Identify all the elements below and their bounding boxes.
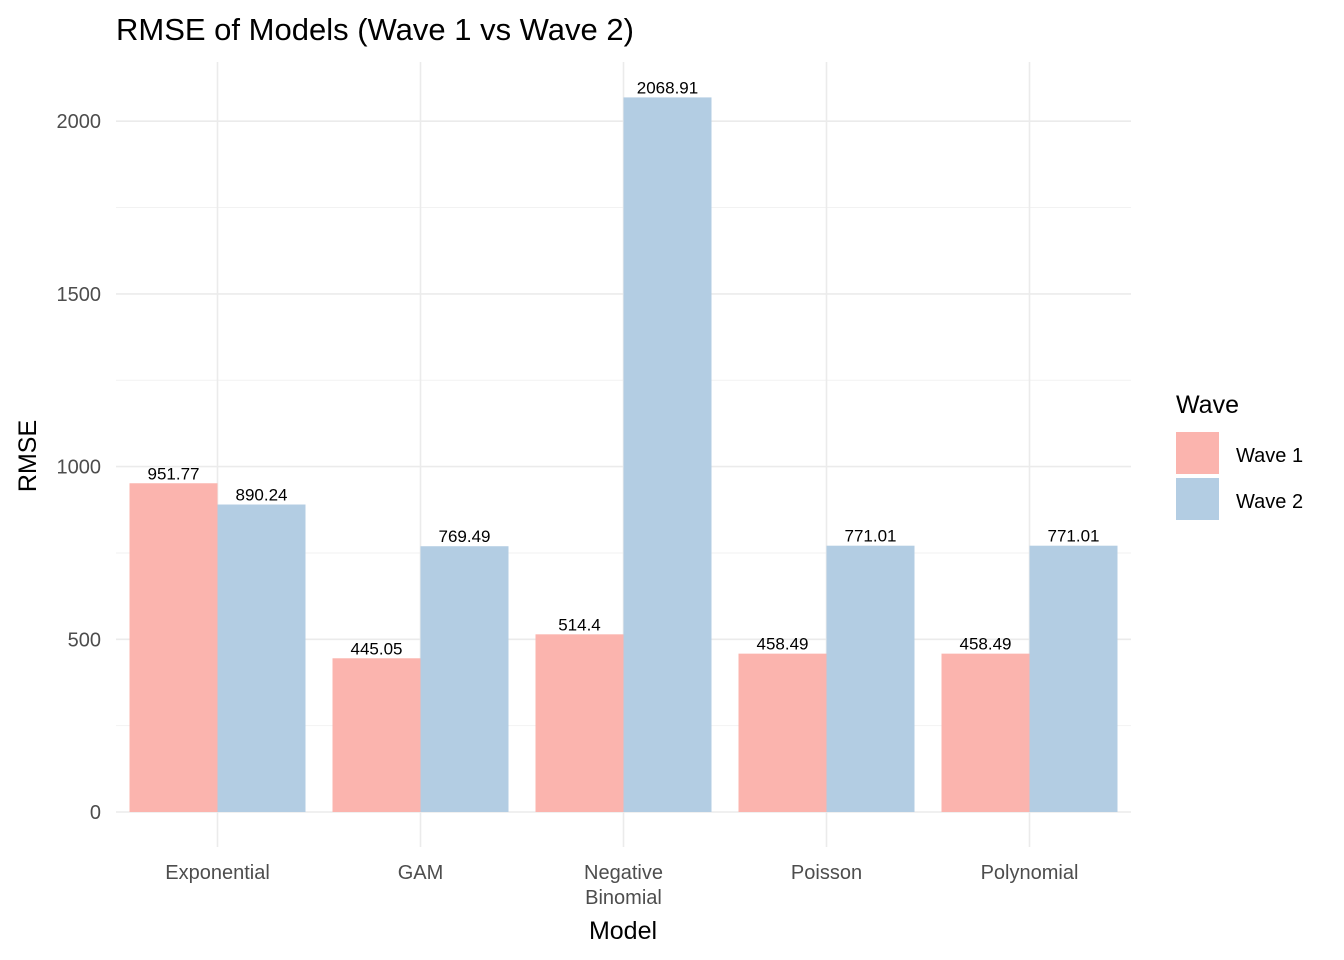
bar-wave-1 bbox=[535, 634, 624, 812]
bar-value-label: 771.01 bbox=[1048, 527, 1100, 546]
y-tick-label: 1500 bbox=[57, 284, 102, 306]
x-tick-label: Polynomial bbox=[981, 862, 1079, 884]
x-tick-label: Exponential bbox=[165, 862, 270, 884]
bar-value-label: 771.01 bbox=[845, 527, 897, 546]
bar-value-labels: 951.77 890.24 445.05 769.49 514.4 2068.91 458.… bbox=[148, 78, 1100, 658]
legend-key-wave-2 bbox=[1176, 478, 1219, 520]
y-tick-label: 0 bbox=[90, 802, 101, 824]
x-tick-label: GAM bbox=[398, 862, 444, 884]
y-tick-label: 1000 bbox=[57, 457, 102, 479]
bar-wave-2 bbox=[826, 545, 915, 812]
bar-value-label: 890.24 bbox=[236, 486, 288, 505]
bar-value-label: 445.05 bbox=[351, 639, 403, 658]
bar-value-label: 769.49 bbox=[439, 527, 491, 546]
bar-value-label: 458.49 bbox=[757, 635, 809, 654]
bar-value-label: 951.77 bbox=[148, 464, 200, 483]
y-axis-ticks: 0 500 1000 1500 2000 bbox=[57, 111, 102, 824]
legend-label-wave-1: Wave 1 bbox=[1236, 445, 1303, 467]
bar-wave-1 bbox=[738, 653, 827, 812]
x-tick-label: Negative Binomial bbox=[584, 862, 663, 909]
legend: Wave Wave 1 Wave 2 bbox=[1176, 391, 1303, 520]
chart-title: RMSE of Models (Wave 1 vs Wave 2) bbox=[116, 12, 634, 47]
legend-title: Wave bbox=[1176, 391, 1239, 419]
bar-value-label: 514.4 bbox=[558, 615, 601, 634]
legend-label-wave-2: Wave 2 bbox=[1236, 491, 1303, 513]
bar-wave-1 bbox=[332, 658, 421, 812]
bar-wave-2 bbox=[420, 546, 509, 812]
bar-value-label: 2068.91 bbox=[637, 78, 698, 97]
x-axis-ticks: Exponential GAM Negative Binomial Poisson Pol… bbox=[165, 862, 1078, 909]
bars bbox=[129, 97, 1118, 812]
bar-wave-1 bbox=[129, 483, 218, 812]
bar-wave-2 bbox=[623, 97, 712, 812]
y-tick-label: 500 bbox=[68, 629, 101, 651]
x-axis-title: Model bbox=[589, 917, 657, 945]
y-tick-label: 2000 bbox=[57, 111, 102, 133]
bar-wave-1 bbox=[941, 653, 1030, 812]
bar-wave-2 bbox=[1029, 545, 1118, 812]
bar-wave-2 bbox=[217, 504, 306, 812]
legend-key-wave-1 bbox=[1176, 432, 1219, 474]
x-tick-label: Poisson bbox=[791, 862, 862, 884]
y-axis-title: RMSE bbox=[14, 420, 42, 492]
bar-value-label: 458.49 bbox=[960, 635, 1012, 654]
